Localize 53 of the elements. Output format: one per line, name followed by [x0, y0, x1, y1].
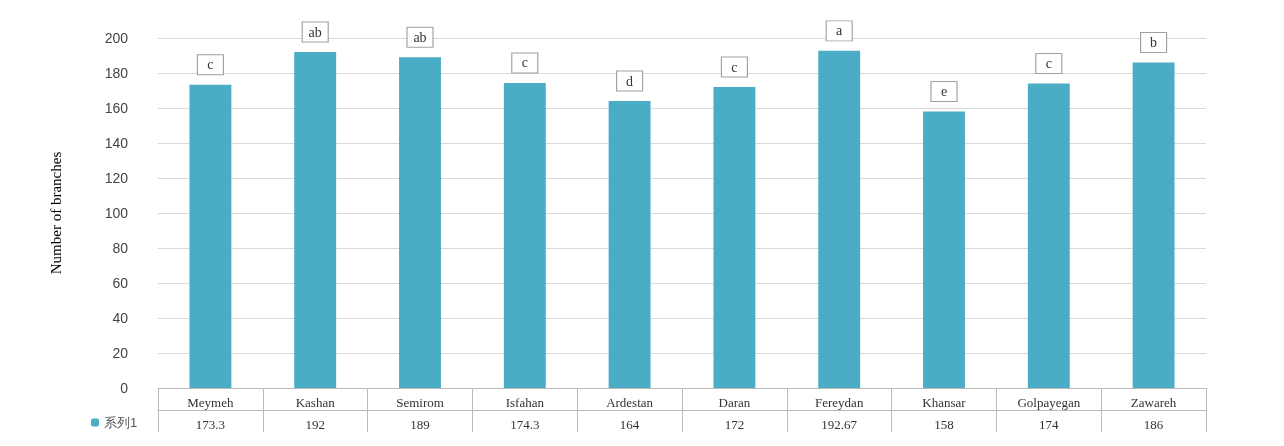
y-tick-label: 180 [104, 65, 129, 81]
y-tick-label: 160 [104, 100, 129, 116]
annotation: ab [413, 29, 427, 45]
y-tick-label: 80 [112, 240, 129, 256]
x-tick-label: Golpayegan [1017, 395, 1081, 410]
bar [608, 101, 651, 388]
y-tick-label: 40 [112, 310, 129, 326]
data-label: 174 [1039, 417, 1060, 432]
x-tick-label: Isfahan [505, 395, 545, 410]
x-tick-label: Kashan [295, 395, 336, 410]
annotation: c [1045, 56, 1052, 71]
x-tick-label: Meymeh [187, 395, 234, 410]
annotation: c [731, 59, 738, 75]
data-label: 173.3 [195, 417, 226, 432]
annotation: b [1150, 35, 1158, 50]
y-axis-title: Number of branches [47, 151, 64, 275]
data-label: 164 [619, 417, 640, 432]
x-tick-label: Fereydan [815, 395, 864, 410]
annotation: e [940, 84, 948, 99]
bar [713, 87, 756, 388]
data-label: 174.3 [510, 417, 540, 432]
y-tick-label: 140 [104, 135, 129, 151]
annotation: ab [308, 24, 322, 40]
bar [503, 82, 546, 388]
x-tick-label: Ardestan [606, 395, 654, 410]
bar [818, 50, 861, 388]
bar [1027, 83, 1070, 388]
x-tick-label: Daran [718, 395, 751, 410]
annotation: c [207, 57, 214, 73]
annotation: a [836, 23, 844, 39]
annotation: d [626, 73, 634, 89]
y-tick-label: 100 [104, 205, 129, 221]
bar [294, 52, 337, 388]
bar [399, 57, 441, 388]
legend-label: 系列1 [104, 415, 138, 430]
bar [189, 84, 232, 388]
data-label: 158 [934, 417, 954, 432]
data-label: 186 [1143, 417, 1164, 432]
data-label: 192.67 [821, 417, 858, 432]
x-tick-label: Khansar [922, 395, 967, 410]
y-tick-label: 20 [112, 345, 129, 361]
x-tick-label: Semirom [396, 395, 444, 410]
data-label: 172 [724, 417, 745, 432]
y-tick-label: 200 [104, 30, 129, 46]
annotation: c [521, 55, 528, 71]
bar [1132, 62, 1175, 388]
bar [923, 111, 965, 388]
data-label: 192 [305, 417, 325, 432]
y-tick-label: 120 [104, 170, 129, 186]
data-label: 189 [410, 417, 430, 432]
y-tick-label: 60 [112, 275, 129, 291]
x-tick-label: Zawareh [1130, 395, 1177, 410]
y-tick-label: 0 [120, 380, 129, 396]
